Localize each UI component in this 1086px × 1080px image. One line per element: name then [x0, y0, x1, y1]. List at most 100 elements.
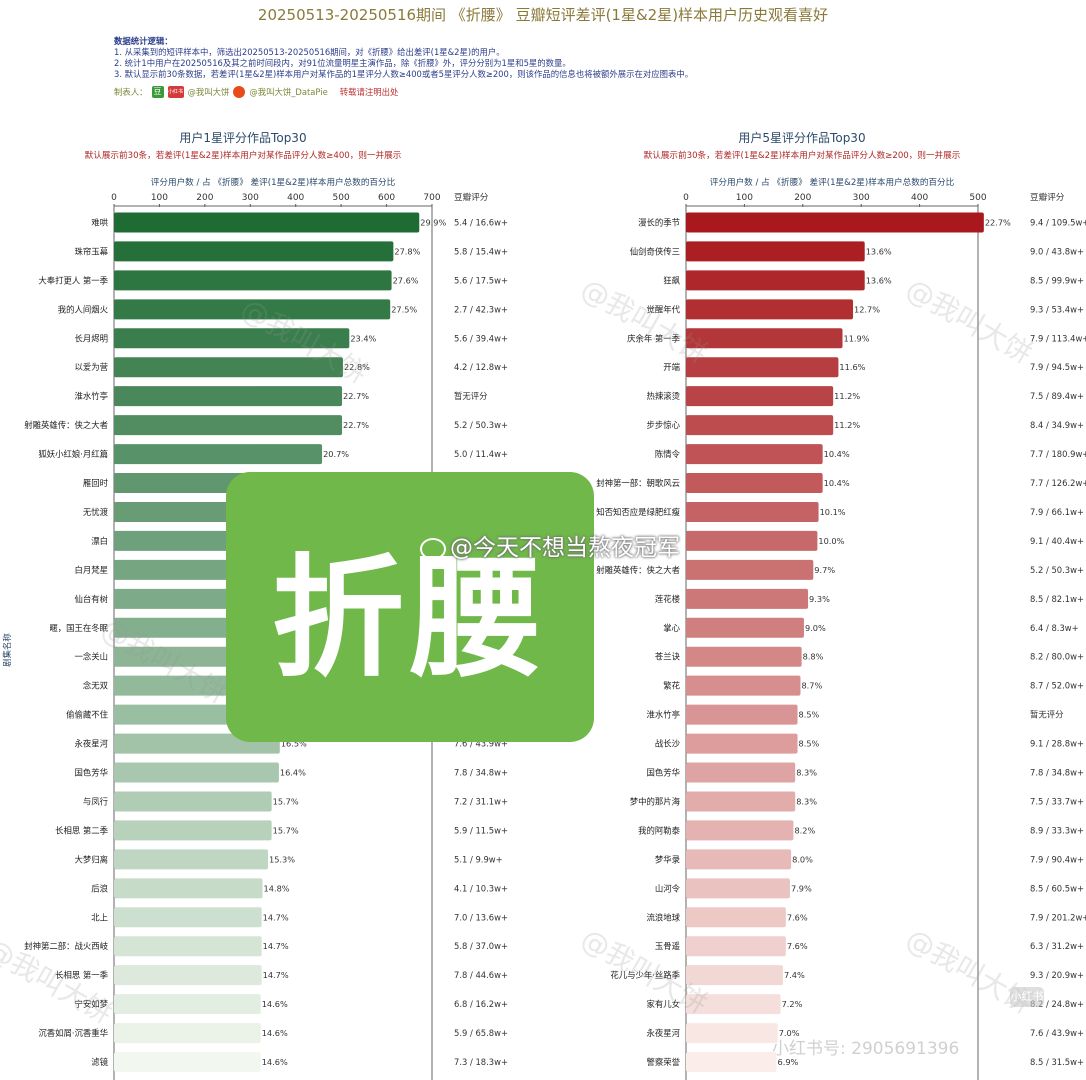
- rating-label: 5.8 / 15.4w+: [454, 246, 508, 256]
- rating-label: 7.9 / 66.1w+: [1030, 507, 1084, 517]
- category-label: 狐妖小红娘·月红篇: [38, 449, 108, 459]
- category-label: 狂飙: [663, 275, 680, 285]
- bar: [114, 849, 269, 870]
- category-label: 封神第二部：战火西岐: [24, 941, 108, 951]
- percent-label: 14.7%: [263, 941, 289, 951]
- rating-label: 5.6 / 17.5w+: [454, 275, 508, 285]
- x-tick-label: 100: [151, 193, 168, 203]
- percent-label: 22.8%: [344, 362, 370, 372]
- category-label: 我的阿勒泰: [638, 825, 680, 835]
- rating-label: 5.0 / 11.4w+: [454, 449, 508, 459]
- maker-label: 制表人：: [114, 87, 148, 97]
- bar: [686, 878, 790, 899]
- bar: [686, 762, 796, 783]
- percent-label: 22.7%: [343, 391, 369, 401]
- percent-label: 9.3%: [809, 594, 830, 604]
- percent-label: 16.4%: [280, 768, 306, 778]
- category-label: 玉骨遥: [655, 941, 681, 951]
- weibo-handle-text: @今天不想当熬夜冠军: [450, 535, 680, 561]
- bar: [686, 299, 854, 320]
- bar: [114, 878, 263, 899]
- percent-label: 6.9%: [778, 1057, 799, 1067]
- bar: [686, 994, 781, 1015]
- rating-label: 6.3 / 31.2w+: [1030, 941, 1084, 951]
- bar: [686, 675, 801, 696]
- bar: [114, 415, 343, 436]
- bar: [114, 1052, 261, 1073]
- bar: [114, 386, 343, 407]
- percent-label: 10.1%: [820, 507, 846, 517]
- bar: [686, 791, 796, 812]
- bar: [686, 617, 804, 638]
- x-tick-label: 700: [423, 193, 440, 203]
- rating-label: 9.4 / 109.5w+: [1030, 217, 1086, 227]
- chart-title: 用户1星评分作品Top30: [179, 130, 306, 145]
- percent-label: 7.9%: [791, 883, 812, 893]
- page-title: 20250513-20250516期间 《折腰》 豆瓣短评差评(1星&2星)样本…: [257, 6, 829, 24]
- percent-label: 8.5%: [799, 710, 820, 720]
- bar: [114, 762, 279, 783]
- percent-label: 8.3%: [796, 796, 817, 806]
- y-axis-label: 剧集名称: [2, 633, 12, 667]
- rating-label: 9.1 / 40.4w+: [1030, 536, 1084, 546]
- category-label: 知否知否应是绿肥红瘦: [596, 507, 680, 517]
- bar: [114, 270, 392, 291]
- bar: [114, 444, 323, 465]
- percent-label: 8.7%: [801, 681, 822, 691]
- category-label: 我的人间烟火: [58, 304, 109, 314]
- rating-label: 暂无评分: [454, 391, 488, 401]
- weibo-handle-watermark: @今天不想当熬夜冠军: [420, 528, 680, 562]
- rating-label: 7.9 / 94.5w+: [1030, 362, 1084, 372]
- category-label: 无忧渡: [83, 507, 109, 517]
- percent-label: 16.5%: [281, 739, 307, 749]
- bar: [114, 299, 391, 320]
- bar: [686, 733, 798, 754]
- percent-label: 10.0%: [818, 536, 844, 546]
- category-label: 开端: [663, 362, 680, 372]
- percent-label: 7.6%: [787, 941, 808, 951]
- rating-label: 7.8 / 34.8w+: [1030, 768, 1084, 778]
- note-line-1: 1. 从采集到的短评样本中，筛选出20250513-20250516期间，对《折…: [114, 47, 505, 57]
- percent-label: 8.5%: [799, 739, 820, 749]
- bar: [686, 328, 843, 349]
- percent-label: 15.7%: [273, 825, 299, 835]
- percent-label: 14.6%: [262, 1028, 288, 1038]
- rating-label: 8.5 / 82.1w+: [1030, 594, 1084, 604]
- percent-label: 23.4%: [350, 333, 376, 343]
- rating-label: 5.9 / 65.8w+: [454, 1028, 508, 1038]
- percent-label: 14.7%: [263, 970, 289, 980]
- percent-label: 20.7%: [323, 449, 349, 459]
- bar: [114, 791, 272, 812]
- x-tick-label: 500: [333, 193, 350, 203]
- category-label: 偷偷藏不住: [66, 710, 108, 720]
- rating-label: 8.7 / 52.0w+: [1030, 681, 1084, 691]
- rating-label: 7.0 / 13.6w+: [454, 912, 508, 922]
- x-tick-label: 0: [683, 193, 689, 203]
- category-label: 暱，国王在冬眠: [49, 623, 108, 633]
- category-label: 仙台有树: [75, 594, 109, 604]
- percent-label: 11.2%: [834, 391, 860, 401]
- rating-label: 7.7 / 180.9w+: [1030, 449, 1086, 459]
- overlay-title: 折腰: [272, 541, 548, 696]
- category-label: 仙剑奇侠传三: [630, 246, 680, 256]
- category-label: 射雕英雄传：侠之大者: [24, 420, 108, 430]
- title-overlay-card: 折腰: [226, 472, 594, 742]
- percent-label: 14.8%: [264, 883, 290, 893]
- category-label: 滤镜: [91, 1057, 108, 1067]
- category-label: 大梦归离: [75, 854, 109, 864]
- bar: [686, 241, 865, 262]
- rating-label: 2.7 / 42.3w+: [454, 304, 508, 314]
- five-star-chart: 用户5星评分作品Top30 默认展示前30条，若差评(1星&2星)样本用户对某作品…: [596, 130, 1086, 1080]
- percent-label: 8.0%: [792, 854, 813, 864]
- note-line-2: 2. 统计1中用户在20250516及其之前时间段内，对91位流量明星主演作品，…: [114, 58, 571, 68]
- percent-label: 27.6%: [393, 275, 419, 285]
- bar: [114, 820, 272, 841]
- chart-subtitle: 默认展示前30条，若差评(1星&2星)样本用户对某作品评分人数≥200，则一并展…: [644, 149, 961, 161]
- rating-label: 8.5 / 31.5w+: [1030, 1057, 1084, 1067]
- x-axis-label: 评分用户数 / 占 《折腰》 差评(1星&2星)样本用户总数的百分比: [710, 176, 955, 188]
- category-label: 掌心: [663, 623, 680, 633]
- category-label: 山河令: [655, 883, 681, 893]
- rating-label: 9.0 / 43.8w+: [1030, 246, 1084, 256]
- category-label: 淮水竹亭: [647, 710, 681, 720]
- rating-label: 5.4 / 16.6w+: [454, 217, 508, 227]
